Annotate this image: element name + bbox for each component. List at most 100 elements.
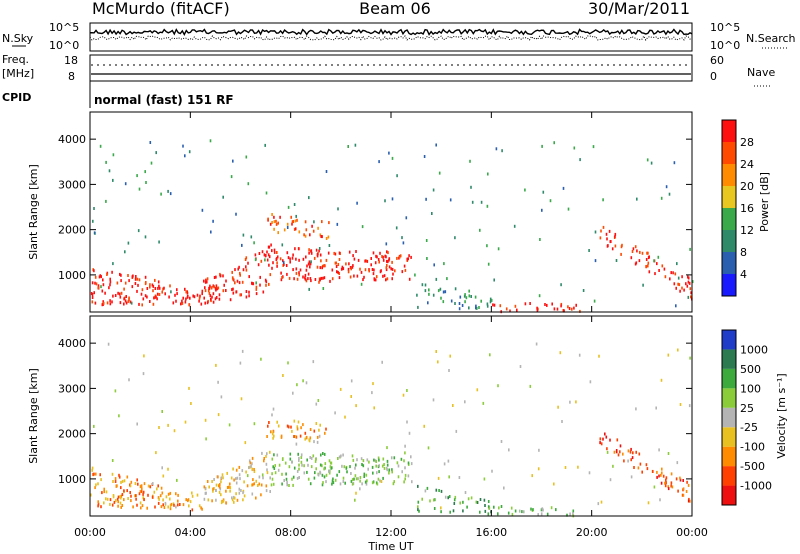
range-cell — [302, 257, 305, 261]
colorbar-tick-label: 12 — [740, 224, 754, 237]
range-cell — [134, 277, 137, 281]
range-cell — [630, 458, 632, 462]
range-cell — [365, 473, 368, 477]
range-cell — [393, 480, 395, 484]
range-cell — [230, 476, 233, 480]
date-title: 30/Mar/2011 — [588, 0, 690, 18]
range-cell — [177, 503, 179, 507]
range-cell — [380, 480, 383, 483]
range-cell — [397, 475, 400, 479]
range-cell — [371, 465, 374, 469]
range-cell — [571, 307, 573, 311]
range-cell — [241, 349, 244, 353]
range-cell — [648, 255, 650, 259]
range-cell — [664, 275, 667, 279]
range-cell — [363, 472, 366, 476]
range-cell — [204, 301, 206, 305]
range-cell — [615, 449, 618, 452]
range-cell — [691, 280, 694, 284]
range-cell — [622, 452, 624, 456]
range-cell — [123, 297, 125, 301]
range-cell — [674, 272, 677, 276]
range-cell — [158, 284, 160, 288]
range-cell — [662, 474, 665, 478]
range-cell — [373, 458, 375, 462]
colorbar-tick-label: -1000 — [740, 480, 772, 493]
range-cell — [458, 307, 461, 311]
range-cell — [120, 291, 123, 295]
range-cell — [689, 499, 691, 503]
range-cell — [223, 283, 225, 287]
range-cell — [364, 480, 367, 484]
range-cell — [316, 265, 319, 269]
range-cell — [97, 504, 99, 508]
range-cell — [310, 465, 313, 469]
range-cell — [254, 253, 257, 257]
range-cell — [448, 369, 450, 372]
range-cell — [100, 285, 102, 289]
range-cell — [105, 199, 107, 203]
range-cell — [299, 268, 302, 272]
range-cell — [272, 430, 275, 434]
range-cell — [689, 287, 692, 291]
range-cell — [359, 476, 362, 479]
velocity-colorbar-label: Velocity [m s⁻¹] — [775, 373, 788, 458]
range-cell — [215, 489, 217, 492]
range-cell — [117, 504, 119, 508]
range-cell — [231, 288, 233, 292]
range-cell — [168, 295, 170, 299]
range-cell — [266, 471, 269, 475]
range-cell — [342, 476, 345, 480]
range-cell — [232, 277, 234, 281]
range-cell — [227, 485, 230, 489]
range-cell — [162, 287, 164, 291]
range-cell — [95, 282, 98, 286]
range-cell — [414, 273, 416, 277]
range-cell — [677, 276, 680, 280]
range-cell — [372, 251, 375, 255]
range-cell — [278, 463, 281, 467]
range-cell — [288, 484, 290, 487]
range-cell — [598, 354, 600, 358]
range-cell — [153, 490, 156, 494]
range-cell — [229, 489, 231, 493]
range-cell — [208, 291, 211, 295]
range-cell — [366, 259, 369, 263]
range-cell — [313, 440, 315, 444]
range-cell — [372, 272, 375, 276]
range-cell — [355, 404, 357, 408]
range-cell — [350, 479, 353, 483]
colorbar-segment — [722, 485, 736, 505]
range-cell — [125, 295, 127, 298]
range-cell — [130, 301, 133, 305]
range-cell — [288, 276, 291, 280]
range-cell — [309, 456, 311, 459]
range-cell — [433, 263, 435, 267]
range-cell — [101, 303, 104, 307]
colorbar-tick-label: 25 — [740, 402, 754, 415]
range-cell — [642, 283, 644, 287]
range-cell — [325, 258, 328, 262]
range-cell — [349, 275, 352, 279]
range-cell — [386, 459, 389, 463]
range-cell — [215, 284, 218, 288]
range-cell — [127, 274, 129, 277]
range-cell — [488, 506, 491, 510]
range-cell — [120, 494, 123, 498]
range-cell — [632, 247, 635, 251]
range-cell — [487, 512, 490, 516]
range-cell — [204, 491, 207, 495]
range-cell — [313, 429, 316, 433]
range-cell — [208, 286, 210, 290]
noise-sky-label: N.Sky — [2, 32, 34, 45]
range-cell — [507, 511, 510, 515]
range-cell — [373, 278, 376, 282]
range-cell — [271, 249, 273, 253]
range-cell — [338, 470, 341, 474]
range-cell — [163, 286, 165, 290]
range-cell — [386, 259, 388, 263]
range-cell — [231, 498, 234, 502]
range-cell — [486, 204, 489, 208]
range-cell — [127, 299, 130, 303]
range-cell — [449, 198, 452, 202]
